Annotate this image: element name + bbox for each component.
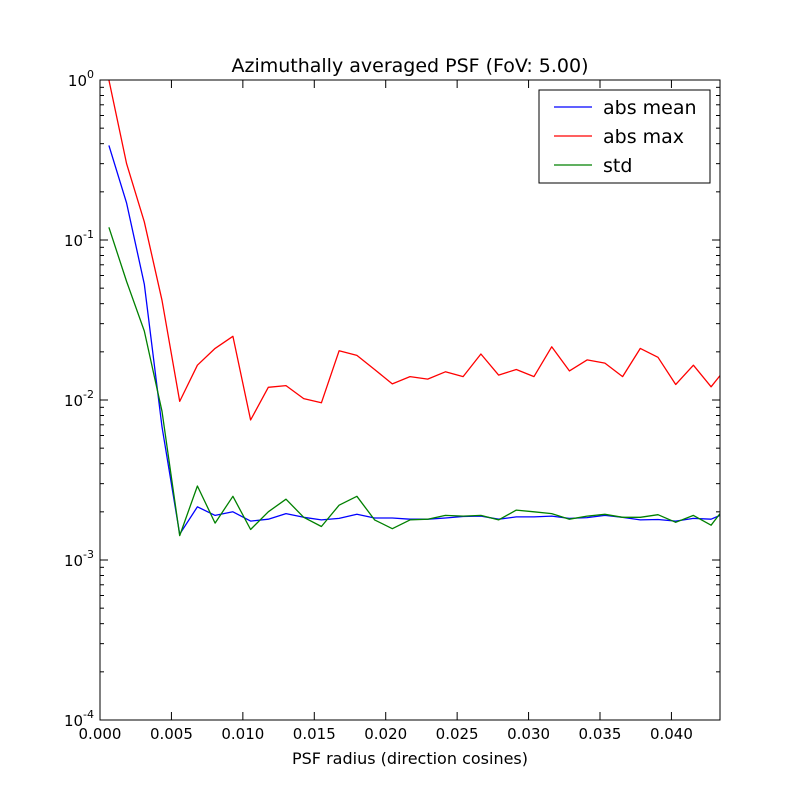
y-tick-label: 10-2 — [64, 388, 94, 410]
x-axis-label: PSF radius (direction cosines) — [291, 749, 528, 768]
series-line-0 — [108, 145, 720, 535]
legend-label-0: abs mean — [603, 97, 697, 119]
y-tick-label: 10-3 — [64, 548, 94, 570]
series-line-2 — [108, 227, 720, 537]
x-tick-label: 0.020 — [364, 725, 407, 743]
series-layer — [108, 80, 720, 537]
x-tick-label: 0.025 — [436, 725, 479, 743]
y-tick-label: 10-4 — [64, 708, 94, 730]
x-tick-label: 0.015 — [293, 725, 336, 743]
x-tick-label: 0.010 — [221, 725, 264, 743]
axes-layer: 0.000 0.005 0.010 0.015 0.020 0.025 0.030 0.035… — [64, 68, 721, 743]
x-tick-label: 0.035 — [579, 725, 622, 743]
series-line-1 — [108, 80, 720, 421]
x-tick-label: 0.005 — [150, 725, 193, 743]
legend: abs mean abs max std — [538, 89, 711, 184]
legend-label-2: std — [603, 155, 632, 177]
x-tick-label: 0.000 — [79, 725, 122, 743]
y-tick-label: 100 — [68, 68, 94, 90]
x-tick-label: 0.040 — [650, 725, 693, 743]
legend-label-1: abs max — [603, 126, 684, 148]
x-tick-label: 0.030 — [507, 725, 550, 743]
chart-title: Azimuthally averaged PSF (FoV: 5.00) — [231, 55, 589, 77]
y-tick-label: 10-1 — [64, 228, 94, 250]
